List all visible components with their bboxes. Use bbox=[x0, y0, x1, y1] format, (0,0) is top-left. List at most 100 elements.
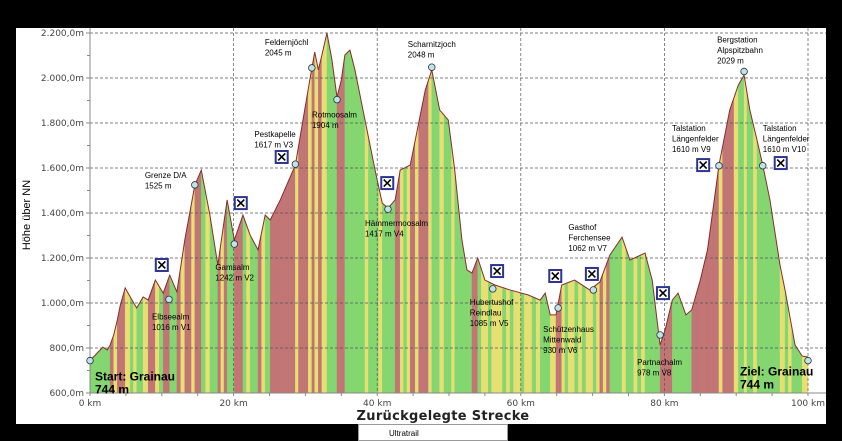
legend-label: Ultratrail bbox=[389, 429, 419, 438]
profile-stripe bbox=[264, 214, 271, 394]
waypoint-label: 744 m bbox=[95, 383, 129, 397]
profile-stripe bbox=[187, 203, 192, 394]
profile-stripe bbox=[194, 177, 199, 394]
waypoint-label: Alpspitzbahn bbox=[717, 46, 763, 55]
profile-stripe bbox=[344, 49, 351, 394]
profile-stripe bbox=[592, 284, 597, 394]
x-tick-label: 40 km bbox=[363, 399, 391, 409]
profile-stripe bbox=[451, 145, 455, 394]
profile-stripe bbox=[364, 120, 369, 394]
waypoint-label: 1610 m V10 bbox=[763, 145, 807, 154]
profile-line bbox=[89, 32, 809, 361]
profile-stripe bbox=[527, 294, 533, 394]
profile-stripe bbox=[246, 224, 251, 394]
profile-stripe bbox=[703, 249, 708, 394]
waypoint-marker bbox=[86, 356, 94, 365]
waypoint-marker bbox=[715, 162, 723, 170]
profile-stripe bbox=[753, 124, 758, 394]
aid-station-icon bbox=[233, 196, 248, 211]
waypoint-label: Partnachalm bbox=[637, 358, 682, 367]
aid-station-icon bbox=[584, 266, 599, 281]
aid-station-cross bbox=[658, 289, 668, 298]
profile-stripe bbox=[596, 281, 600, 394]
y-tick-label: 1.800,0m bbox=[41, 119, 84, 129]
profile-stripe bbox=[617, 236, 623, 394]
profile-stripe bbox=[524, 293, 529, 394]
waypoint-label: Elbseealm bbox=[152, 312, 190, 321]
waypoint-label: 1016 m V1 bbox=[152, 323, 191, 332]
waypoint-marker bbox=[589, 286, 598, 294]
profile-stripe bbox=[428, 69, 432, 394]
profile-stripe bbox=[291, 164, 296, 394]
waypoint-marker bbox=[656, 331, 664, 339]
aid-station-cross bbox=[587, 269, 596, 279]
profile-stripe bbox=[606, 255, 611, 394]
waypoint-label: 744 m bbox=[740, 378, 774, 392]
waypoint-label: 2045 m bbox=[265, 48, 292, 57]
waypoint-marker bbox=[165, 295, 173, 304]
profile-stripe bbox=[361, 103, 366, 394]
y-tick-label: 2.200,0m bbox=[41, 29, 84, 39]
aid-station-icon bbox=[548, 269, 563, 283]
waypoint-marker bbox=[759, 162, 767, 170]
aid-station-cross bbox=[383, 179, 392, 188]
waypoint-label: 2029 m bbox=[717, 56, 744, 65]
aid-station-cross bbox=[236, 199, 245, 208]
profile-stripe bbox=[749, 109, 754, 394]
profile-stripe bbox=[766, 182, 771, 394]
profile-stripe bbox=[249, 234, 255, 394]
profile-stripe bbox=[374, 169, 379, 394]
profile-stripe bbox=[318, 55, 323, 394]
profile-stripe bbox=[711, 193, 716, 394]
profile-stripe bbox=[681, 303, 687, 394]
aid-station-cross bbox=[277, 152, 286, 162]
profile-stripe bbox=[358, 86, 362, 394]
aid-station-icon bbox=[154, 257, 169, 272]
profile-stripe bbox=[220, 221, 225, 394]
profile-stripe bbox=[301, 109, 305, 394]
profile-stripe bbox=[311, 52, 315, 394]
profile-stripe bbox=[238, 214, 244, 394]
profile-stripe bbox=[431, 69, 436, 394]
aid-station-icon bbox=[696, 158, 711, 173]
waypoint-marker bbox=[740, 67, 748, 76]
profile-stripe bbox=[481, 268, 486, 394]
profile-stripe bbox=[714, 165, 720, 394]
waypoint-marker bbox=[191, 181, 199, 189]
profile-stripe bbox=[435, 89, 440, 394]
profile-stripe bbox=[349, 50, 356, 394]
profile-stripe bbox=[283, 182, 289, 394]
y-tick-label: 1.400,0m bbox=[41, 209, 84, 219]
x-tick-label: 100 km bbox=[791, 399, 825, 409]
profile-stripe bbox=[738, 79, 742, 394]
profile-stripe bbox=[756, 140, 761, 394]
profile-stripe bbox=[394, 169, 401, 394]
profile-stripe bbox=[700, 264, 705, 394]
waypoint-label: Talstation bbox=[672, 124, 706, 133]
profile-stripe bbox=[517, 291, 521, 394]
waypoint-label: 1417 m V4 bbox=[365, 230, 404, 239]
profile-stripe bbox=[421, 89, 426, 394]
profile-stripe bbox=[621, 237, 627, 394]
profile-stripe bbox=[410, 140, 416, 394]
aid-station-cross bbox=[776, 158, 785, 168]
profile-stripe bbox=[261, 214, 266, 394]
profile-stripe bbox=[729, 97, 735, 394]
legend-ultratrail: Ultratrail bbox=[358, 424, 508, 441]
profile-stripe bbox=[629, 257, 634, 394]
aid-station-icon bbox=[274, 149, 289, 164]
profile-stripe bbox=[406, 164, 411, 394]
y-axis-title: Höhe über NN bbox=[21, 180, 33, 250]
waypoint-label: 1242 m V2 bbox=[215, 274, 254, 283]
profile-stripe bbox=[581, 284, 587, 394]
profile-stripe bbox=[691, 294, 697, 394]
aid-station-cross bbox=[157, 260, 166, 270]
profile-stripe bbox=[448, 120, 452, 394]
waypoint-label: 1525 m bbox=[145, 181, 172, 190]
profile-stripe bbox=[378, 186, 383, 394]
profile-stripe bbox=[535, 298, 541, 394]
waypoint-label: Hubertushof bbox=[470, 298, 514, 307]
profile-stripe bbox=[257, 232, 262, 394]
profile-stripe bbox=[304, 88, 309, 394]
